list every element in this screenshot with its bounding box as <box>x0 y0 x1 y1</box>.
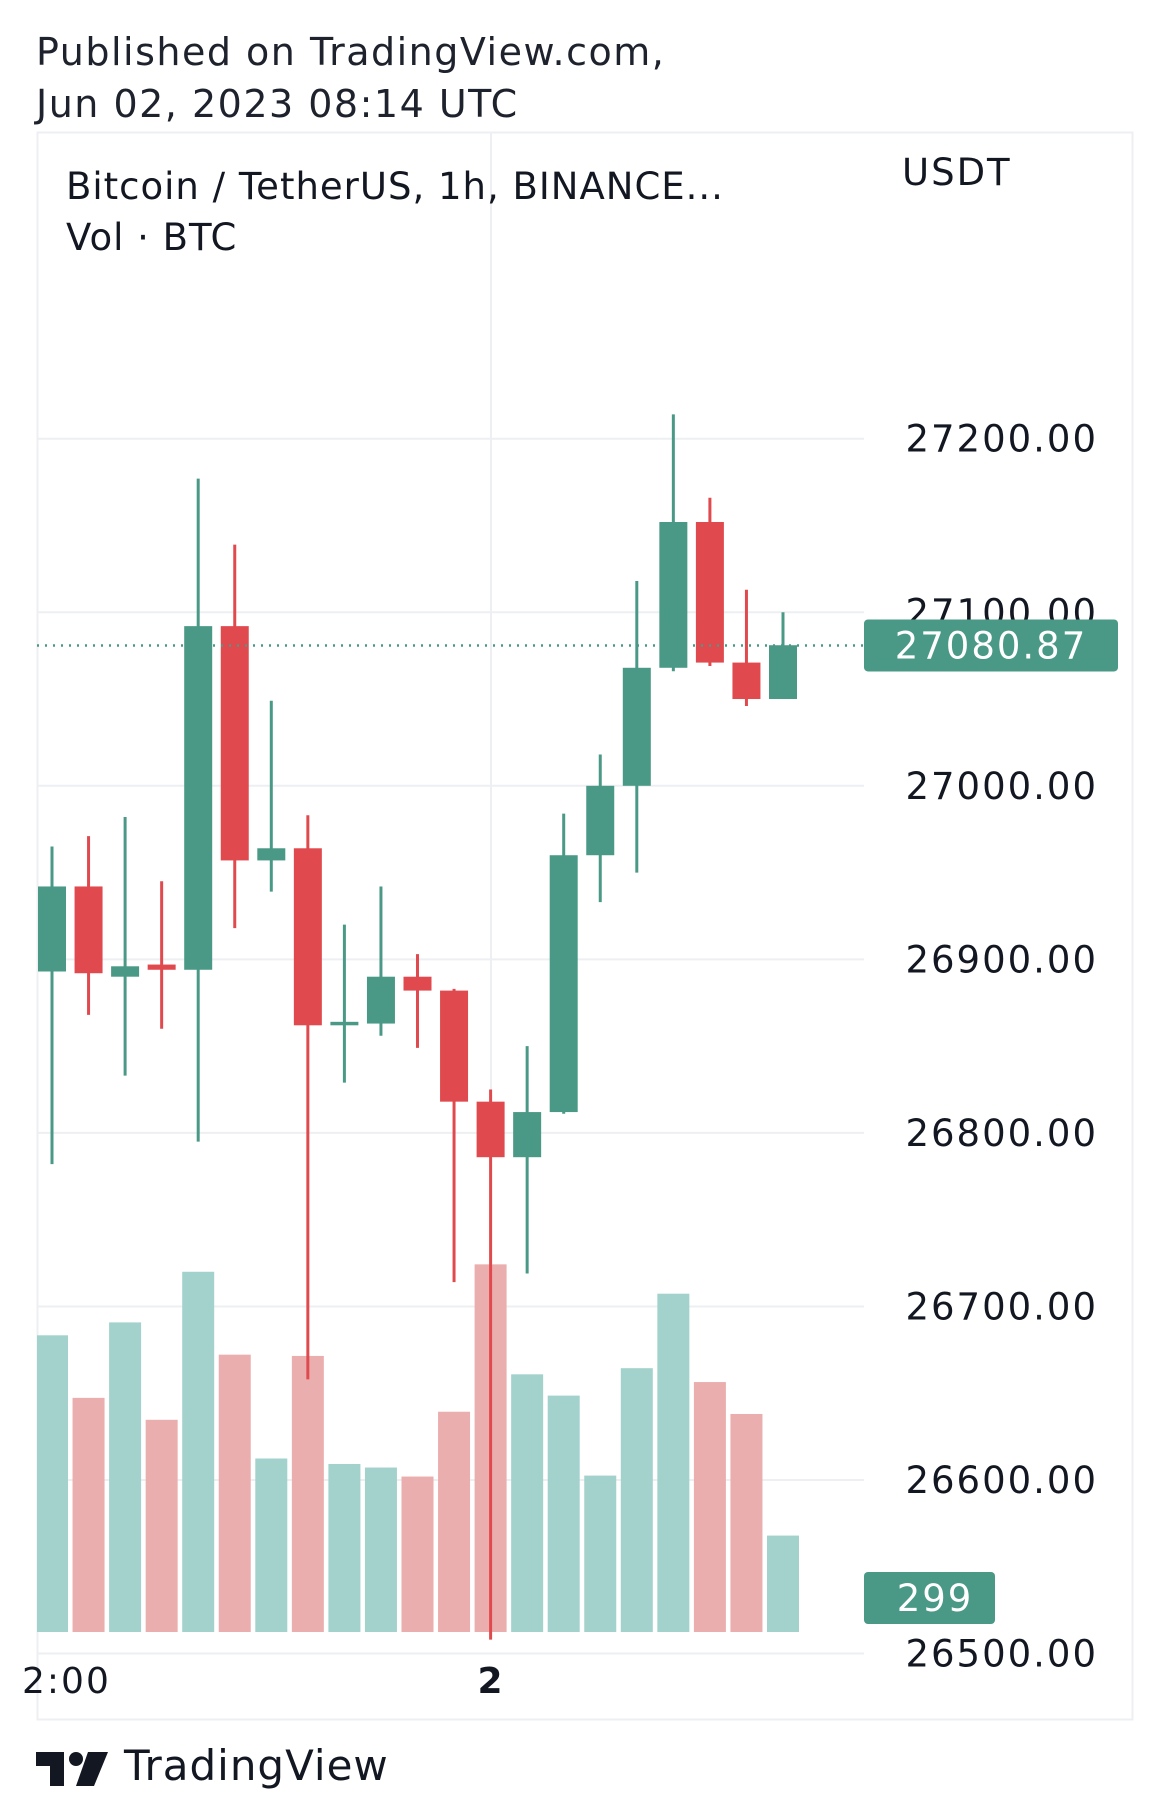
candle[interactable] <box>147 881 176 1029</box>
candle[interactable] <box>769 612 797 700</box>
volume-bar <box>657 1293 690 1632</box>
volume-bar <box>767 1535 799 1632</box>
candle-body <box>549 855 578 1113</box>
volume-bar <box>72 1397 105 1632</box>
volume-bar <box>255 1458 288 1632</box>
candle-body <box>147 964 176 970</box>
candle[interactable] <box>257 700 286 892</box>
volume-bar <box>291 1355 324 1632</box>
candle-body <box>622 667 651 786</box>
candles <box>38 414 797 1640</box>
candle[interactable] <box>513 1046 542 1274</box>
candle-body <box>38 886 66 972</box>
x-tick-label-time: 2:00 <box>22 1661 111 1702</box>
volume-bar <box>438 1411 471 1632</box>
last-price-value: 27080.87 <box>895 624 1088 667</box>
candle-body <box>440 990 469 1102</box>
volume-bar <box>37 1335 68 1632</box>
volume-bar <box>145 1419 178 1632</box>
candle[interactable] <box>403 954 432 1048</box>
y-tick-label: 27000.00 <box>905 765 1098 808</box>
volume-bar <box>218 1354 251 1632</box>
volume-bar <box>401 1476 434 1632</box>
candle[interactable] <box>330 924 359 1083</box>
volume-bar <box>109 1322 142 1632</box>
candle-body <box>111 966 140 977</box>
y-tick-label: 26900.00 <box>905 938 1098 981</box>
brand-name: TradingView <box>124 1741 389 1790</box>
candle-body <box>659 522 688 668</box>
candle-body <box>220 626 249 861</box>
candle-body <box>293 848 322 1026</box>
published-timestamp: Jun 02, 2023 08:14 UTC <box>36 82 519 126</box>
candle-body <box>403 976 432 991</box>
candle[interactable] <box>111 817 140 1076</box>
volume-bar <box>547 1395 580 1632</box>
candle[interactable] <box>476 1089 505 1640</box>
last-price-badge: 27080.87 <box>864 619 1118 672</box>
volume-bar <box>693 1382 726 1632</box>
volume-bars <box>37 1264 799 1632</box>
candle[interactable] <box>38 846 66 1165</box>
candle[interactable] <box>184 478 213 1142</box>
volume-bar <box>620 1368 653 1632</box>
volume-bar <box>730 1413 763 1632</box>
candle[interactable] <box>549 813 578 1114</box>
candle-body <box>513 1112 542 1158</box>
candle-body <box>366 976 395 1024</box>
legend-symbol[interactable]: Bitcoin / TetherUS, 1h, BINANCE... <box>66 165 724 208</box>
tradingview-brand[interactable]: TradingView <box>36 1738 389 1790</box>
y-tick-label: 26700.00 <box>905 1285 1098 1328</box>
y-tick-label: 27200.00 <box>905 418 1098 461</box>
legend-volume: Vol · BTC <box>66 216 237 259</box>
last-volume-value: 299 <box>897 1577 974 1620</box>
chart-frame <box>36 131 1134 1721</box>
candle[interactable] <box>622 581 651 873</box>
y-tick-label: 26600.00 <box>905 1459 1098 1502</box>
candle-body <box>769 645 797 700</box>
tradingview-logo-icon <box>36 1752 108 1786</box>
volume-bar <box>511 1374 544 1632</box>
candle[interactable] <box>659 414 688 672</box>
candle[interactable] <box>695 497 724 667</box>
candle-body <box>732 662 761 700</box>
volume-bar <box>328 1463 361 1632</box>
candle[interactable] <box>586 754 615 903</box>
price-axis: 27200.0027100.0027000.0026900.0026800.00… <box>905 418 1098 1676</box>
candle[interactable] <box>220 544 249 929</box>
x-tick-label-day: 2 <box>477 1661 502 1702</box>
last-price-badge-bg <box>864 619 1118 672</box>
published-line-1: Published on TradingView.com, <box>36 30 666 74</box>
candle-body <box>586 785 615 856</box>
candle[interactable] <box>293 815 322 1380</box>
volume-bar <box>364 1467 397 1632</box>
candle-body <box>74 886 103 974</box>
y-tick-label: 26500.00 <box>905 1633 1098 1676</box>
candle-body <box>184 626 213 970</box>
candle[interactable] <box>440 988 469 1283</box>
last-volume-badge-bg <box>864 1572 995 1624</box>
currency-label: USDT <box>902 151 1012 194</box>
y-tick-label: 26800.00 <box>905 1112 1098 1155</box>
candle-body <box>476 1101 505 1158</box>
candle-body <box>695 522 724 663</box>
candle[interactable] <box>732 589 761 706</box>
last-volume-badge: 299 <box>864 1572 995 1624</box>
candle[interactable] <box>74 836 103 1015</box>
volume-bar <box>584 1475 617 1632</box>
volume-bar <box>182 1271 215 1632</box>
candle-body <box>257 848 286 861</box>
candle-body <box>330 1021 359 1026</box>
candle[interactable] <box>366 886 395 1036</box>
published-info: Published on TradingView.com, Jun 02, 20… <box>36 26 665 130</box>
